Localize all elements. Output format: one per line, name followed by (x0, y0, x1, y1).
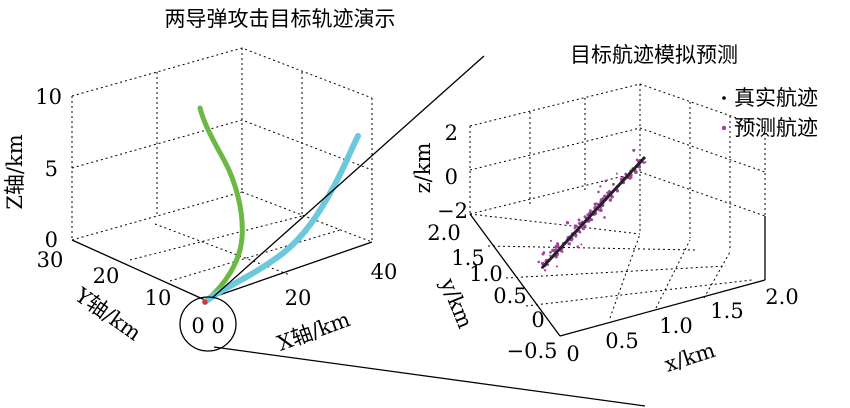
predicted-point (556, 242, 560, 246)
predicted-point (606, 191, 610, 195)
right-x-tick-0: 0 (566, 342, 579, 366)
left-z-tick-10: 10 (35, 85, 62, 109)
predicted-point (577, 218, 581, 222)
predicted-point (599, 185, 602, 188)
predicted-point (610, 195, 614, 199)
predicted-point (588, 209, 592, 213)
legend-pred-marker (721, 125, 727, 131)
predicted-point (574, 233, 578, 237)
chart-left: 两导弹攻击目标轨迹演示 0 5 10 30 (3, 7, 397, 356)
predicted-track-points (537, 148, 647, 272)
right-y-tick-0.5: 0.5 (493, 284, 526, 308)
predicted-point (543, 269, 547, 272)
predicted-point (583, 224, 587, 228)
right-x-tick-1.0: 1.0 (659, 314, 692, 338)
predicted-point (583, 215, 587, 219)
predicted-point (567, 242, 571, 246)
right-x-tick-0.5: 0.5 (605, 329, 638, 353)
right-z-tick-2: 2 (445, 121, 458, 145)
predicted-point (554, 244, 559, 249)
predicted-point (555, 265, 558, 268)
predicted-point (547, 263, 550, 266)
left-grid (71, 47, 373, 282)
predicted-point (611, 182, 615, 186)
predicted-point (597, 190, 600, 194)
predicted-point (599, 208, 603, 212)
chart-left-title: 两导弹攻击目标轨迹演示 (165, 7, 396, 31)
zoom-connector-bottom (213, 346, 646, 407)
right-x-label: x/km (662, 338, 719, 377)
left-x-tick-40: 40 (371, 260, 398, 284)
left-y-tick-30: 30 (37, 248, 64, 272)
left-y-tick-20: 20 (93, 264, 120, 288)
predicted-point (549, 239, 553, 242)
predicted-point (551, 248, 555, 253)
left-z-tick-5: 5 (45, 157, 58, 181)
right-y-tick-1.0: 1.0 (469, 262, 502, 286)
predicted-point (615, 172, 618, 175)
legend: 真实航迹 预测航迹 (721, 86, 818, 140)
left-x-tick-0: 0 (211, 314, 224, 338)
right-z-label: z/km (411, 143, 435, 194)
right-axes (469, 213, 766, 337)
predicted-point (635, 158, 639, 162)
predicted-point (604, 179, 607, 183)
right-y-tick-1.5: 1.5 (451, 246, 484, 270)
left-z-tick-0: 0 (45, 228, 58, 252)
left-y-tick-10: 10 (145, 286, 172, 310)
predicted-point (608, 198, 613, 202)
missile-trajectory-cyan (202, 133, 361, 305)
predicted-point (629, 175, 633, 179)
predicted-point (603, 216, 606, 219)
right-grid (469, 83, 766, 319)
right-y-tick-0: 0 (531, 308, 544, 332)
left-y-label: Y轴/km (70, 282, 146, 345)
right-z-tick-0: 0 (445, 165, 458, 189)
right-y-tick-2.0: 2.0 (427, 221, 460, 245)
predicted-point (565, 221, 570, 225)
zoom-circle (179, 296, 237, 352)
right-y-tick-neg0.5: −0.5 (507, 339, 558, 363)
predicted-point (541, 252, 545, 256)
legend-true-marker (722, 96, 726, 100)
predicted-point (632, 148, 636, 152)
left-axes (71, 239, 373, 301)
predicted-point (554, 254, 558, 259)
target-marker (202, 299, 208, 305)
legend-pred-label: 预测航迹 (734, 116, 818, 140)
right-x-tick-1.5: 1.5 (710, 299, 743, 323)
true-track-line (540, 155, 647, 270)
predicted-point (644, 161, 647, 164)
predicted-point (576, 245, 580, 249)
predicted-point (549, 251, 552, 254)
chart-right: 目标航迹模拟预测 2 (411, 43, 818, 377)
right-z-tick-neg2: −2 (437, 199, 468, 223)
missile-trajectory-green (197, 105, 245, 305)
predicted-point (537, 260, 540, 264)
predicted-point (580, 243, 583, 246)
left-x-tick-20: 20 (285, 286, 312, 310)
right-x-tick-2.0: 2.0 (765, 285, 798, 309)
predicted-point (553, 248, 557, 252)
legend-true-label: 真实航迹 (734, 86, 818, 110)
predicted-point (624, 172, 628, 176)
left-y-tick-0: 0 (191, 314, 204, 338)
predicted-point (599, 198, 604, 202)
predicted-point (573, 226, 576, 230)
chart-right-title: 目标航迹模拟预测 (570, 43, 738, 67)
left-z-label: Z轴/km (3, 134, 27, 209)
predicted-point (603, 194, 607, 198)
left-x-label: X轴/km (274, 307, 353, 355)
predicted-point (615, 189, 620, 193)
zoom-connector-top (211, 55, 485, 299)
